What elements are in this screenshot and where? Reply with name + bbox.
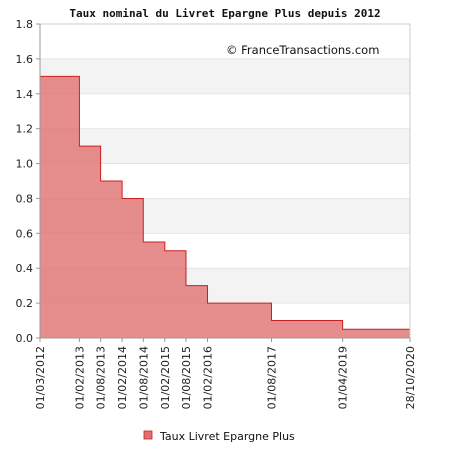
x-tick-label: 01/02/2013 (73, 346, 86, 409)
y-tick-label: 0.0 (16, 332, 34, 345)
x-tick-label: 01/02/2015 (159, 346, 172, 409)
grid-band (40, 128, 410, 164)
y-tick-label: 0.4 (16, 262, 34, 275)
y-tick-label: 0.2 (16, 297, 34, 310)
y-tick-label: 1.8 (16, 18, 34, 31)
grid-band (40, 24, 410, 59)
x-axis: 01/03/2012 01/02/2013 01/08/2013 01/02/2014… (34, 337, 417, 409)
x-tick-label: 01/08/2014 (137, 346, 150, 409)
y-axis: 0.0 0.2 0.4 0.6 0.8 1.0 1.2 1.4 1.6 1.8 (16, 18, 41, 345)
y-tick-label: 0.6 (16, 227, 34, 240)
series-area (40, 76, 410, 338)
series-line (40, 75, 410, 330)
x-tick-label: 01/08/2013 (95, 346, 108, 409)
legend-label: Taux Livret Epargne Plus (159, 430, 295, 443)
x-tick-label: 01/03/2012 (34, 346, 47, 409)
y-tick-label: 1.0 (16, 158, 34, 171)
x-tick-label: 01/08/2017 (266, 346, 279, 409)
x-tick-label: 01/02/2014 (116, 346, 129, 409)
watermark: © FranceTransactions.com (226, 43, 379, 57)
x-tick-label: 28/10/2020 (404, 346, 417, 409)
y-tick-label: 1.4 (16, 88, 34, 101)
chart-title: Taux nominal du Livret Epargne Plus depu… (69, 7, 380, 20)
grid-band (40, 93, 410, 129)
x-tick-label: 01/04/2019 (337, 346, 350, 409)
legend-swatch (143, 430, 153, 440)
legend: Taux Livret Epargne Plus (143, 430, 295, 443)
y-tick-label: 0.8 (16, 192, 34, 205)
x-tick-label: 01/08/2015 (180, 346, 193, 409)
y-tick-label: 1.6 (16, 53, 34, 66)
plot-series (40, 75, 410, 338)
y-tick-label: 1.2 (16, 123, 34, 136)
grid-band (40, 58, 410, 94)
x-tick-label: 01/02/2016 (202, 346, 215, 409)
